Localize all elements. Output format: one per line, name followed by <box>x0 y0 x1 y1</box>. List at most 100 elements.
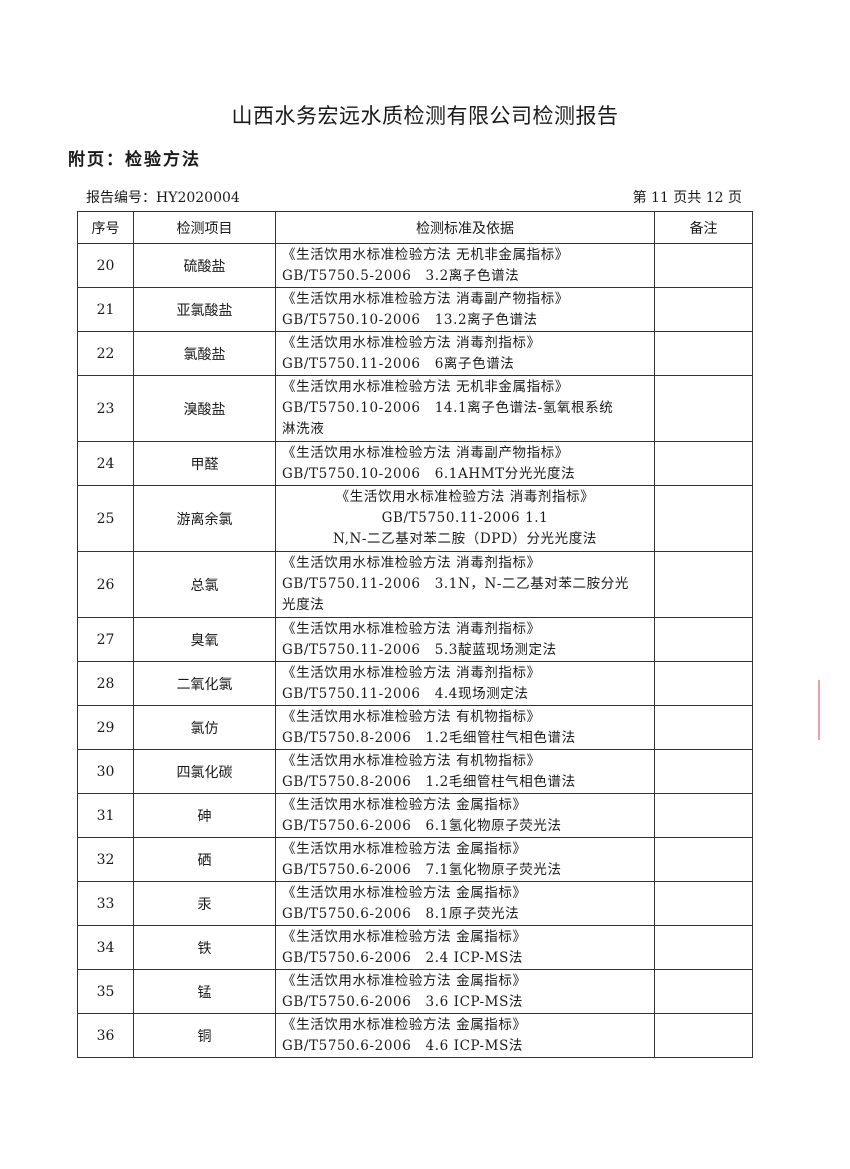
note <box>654 485 753 552</box>
method-line: GB/T5750.6-2006 4.6 ICP-MS法 <box>282 1037 524 1054</box>
table-row: 24 甲醛 《生活饮用水标准检验方法 消毒副产物指标》 GB/T5750.10-200… <box>77 441 753 486</box>
table-row: 20 硫酸盐 《生活饮用水标准检验方法 无机非金属指标》 GB/T5750.5-200… <box>77 243 753 288</box>
table-row: 28 二氧化氯 《生活饮用水标准检验方法 消毒剂指标》 GB/T5750.11-200… <box>77 661 753 706</box>
note <box>654 331 753 376</box>
row-number: 36 <box>77 1013 134 1058</box>
note <box>654 1013 753 1058</box>
test-method: 《生活饮用水标准检验方法 消毒剂指标》 GB/T5750.11-2006 5.3靛… <box>275 617 655 662</box>
table-row: 27 臭氧 《生活饮用水标准检验方法 消毒剂指标》 GB/T5750.11-2006 … <box>77 617 753 662</box>
note <box>654 441 753 486</box>
row-number: 34 <box>77 925 134 970</box>
method-line: GB/T5750.6-2006 8.1原子荧光法 <box>282 905 520 922</box>
method-line: GB/T5750.11-2006 4.4现场测定法 <box>282 685 529 702</box>
method-line: 《生活饮用水标准检验方法 无机非金属指标》 <box>282 379 569 395</box>
page-number: 第 11 页共 12 页 <box>632 190 742 206</box>
table-header-row: 序号 检测项目 检测标准及依据 备注 <box>77 211 753 244</box>
row-number: 29 <box>77 705 134 750</box>
table-row: 34 铁《生活饮用水标准检验方法 金属指标》 GB/T5750.6-2006 2.4… <box>77 925 753 970</box>
method-line: GB/T5750.10-2006 14.1离子色谱法-氢氧根系统 <box>282 400 614 416</box>
row-number: 27 <box>77 617 134 662</box>
test-item: 游离余氯 <box>133 485 276 552</box>
test-item: 氯仿 <box>133 705 276 750</box>
method-line: 《生活饮用水标准检验方法 无机非金属指标》 <box>282 246 569 263</box>
method-line: 《生活饮用水标准检验方法 金属指标》 <box>282 972 527 989</box>
test-item: 硫酸盐 <box>133 243 276 288</box>
method-line: 《生活饮用水标准检验方法 消毒剂指标》 <box>282 620 541 637</box>
test-item: 臭氧 <box>133 617 276 662</box>
row-number: 28 <box>77 661 134 706</box>
row-number: 25 <box>77 485 134 552</box>
method-line: 《生活饮用水标准检验方法 消毒副产物指标》 <box>282 290 569 307</box>
table-row: 23 溴酸盐 《生活饮用水标准检验方法 无机非金属指标》 GB/T5750.10-20… <box>77 375 753 442</box>
section-subtitle: 附页：检验方法 <box>68 150 201 170</box>
seal-stamp-edge <box>818 680 842 740</box>
test-item: 甲醛 <box>133 441 276 486</box>
method-line: 《生活饮用水标准检验方法 消毒剂指标》 <box>282 334 541 351</box>
method-line: GB/T5750.10-2006 6.1AHMT分光光度法 <box>282 465 576 482</box>
column-header-method: 检测标准及依据 <box>275 211 655 244</box>
note <box>654 793 753 838</box>
method-line: GB/T5750.11-2006 5.3靛蓝现场测定法 <box>282 641 557 658</box>
test-method: 《生活饮用水标准检验方法 金属指标》 GB/T5750.6-2006 8.1原子荧… <box>275 881 655 926</box>
report-title: 山西水务宏远水质检测有限公司检测报告 <box>231 104 619 128</box>
row-number: 26 <box>77 551 134 618</box>
row-number: 20 <box>77 243 134 288</box>
row-number: 24 <box>77 441 134 486</box>
table-row: 35 锰《生活饮用水标准检验方法 金属指标》 GB/T5750.6-2006 3.6… <box>77 969 753 1014</box>
test-item: 氯酸盐 <box>133 331 276 376</box>
method-line: GB/T5750.8-2006 1.2毛细管柱气相色谱法 <box>282 773 576 790</box>
table-row: 36 铜《生活饮用水标准检验方法 金属指标》 GB/T5750.6-2006 4.6… <box>77 1013 753 1058</box>
test-method: 《生活饮用水标准检验方法 有机物指标》 GB/T5750.8-2006 1.2毛细… <box>275 705 655 750</box>
method-line: GB/T5750.6-2006 6.1氢化物原子荧光法 <box>282 817 562 834</box>
note <box>654 749 753 794</box>
note <box>654 925 753 970</box>
method-line: GB/T5750.10-2006 13.2离子色谱法 <box>282 311 538 328</box>
report-number: 报告编号：HY2020004 <box>86 190 240 206</box>
table-row: 33 汞《生活饮用水标准检验方法 金属指标》 GB/T5750.6-2006 8.1… <box>77 881 753 926</box>
note <box>654 969 753 1014</box>
method-line: 《生活饮用水标准检验方法 消毒剂指标》 <box>335 489 595 505</box>
method-line: GB/T5750.5-2006 3.2离子色谱法 <box>282 267 520 284</box>
method-line: 《生活饮用水标准检验方法 金属指标》 <box>282 884 527 901</box>
method-line: N,N-二乙基对苯二胺（DPD）分光光度法 <box>333 531 597 547</box>
table-row: 25 游离余氯 《生活饮用水标准检验方法 消毒剂指标》 GB/T5750.11-200… <box>77 485 753 552</box>
note <box>654 705 753 750</box>
method-line: GB/T5750.11-2006 3.1N，N-二乙基对苯二胺分光 <box>282 576 629 592</box>
note <box>654 837 753 882</box>
test-method: 《生活饮用水标准检验方法 消毒副产物指标》 GB/T5750.10-2006 13… <box>275 287 655 332</box>
test-method: 《生活饮用水标准检验方法 消毒剂指标》 GB/T5750.11-2006 3.1N… <box>275 551 655 618</box>
row-number: 22 <box>77 331 134 376</box>
method-line: GB/T5750.8-2006 1.2毛细管柱气相色谱法 <box>282 729 576 746</box>
test-method: 《生活饮用水标准检验方法 消毒副产物指标》 GB/T5750.10-2006 6.… <box>275 441 655 486</box>
method-line: 《生活饮用水标准检验方法 金属指标》 <box>282 796 527 813</box>
method-line: 《生活饮用水标准检验方法 有机物指标》 <box>282 708 541 725</box>
test-item: 总氯 <box>133 551 276 618</box>
note <box>654 661 753 706</box>
method-line: GB/T5750.6-2006 7.1氢化物原子荧光法 <box>282 861 562 878</box>
test-item: 砷 <box>133 793 276 838</box>
method-line: 《生活饮用水标准检验方法 金属指标》 <box>282 1016 527 1033</box>
row-number: 21 <box>77 287 134 332</box>
table-row: 26 总氯 《生活饮用水标准检验方法 消毒剂指标》 GB/T5750.11-2006 … <box>77 551 753 618</box>
method-line: GB/T5750.6-2006 2.4 ICP-MS法 <box>282 949 524 966</box>
test-method: 《生活饮用水标准检验方法 无机非金属指标》 GB/T5750.10-2006 14… <box>275 375 655 442</box>
test-method: 《生活饮用水标准检验方法 金属指标》 GB/T5750.6-2006 7.1氢化物… <box>275 837 655 882</box>
row-number: 23 <box>77 375 134 442</box>
test-method: 《生活饮用水标准检验方法 消毒剂指标》 GB/T5750.11-2006 6离子色… <box>275 331 655 376</box>
test-item: 铁 <box>133 925 276 970</box>
method-line: 《生活饮用水标准检验方法 金属指标》 <box>282 928 527 945</box>
test-item: 硒 <box>133 837 276 882</box>
column-header-no: 序号 <box>77 211 134 244</box>
method-line: 《生活饮用水标准检验方法 消毒剂指标》 <box>282 555 541 571</box>
table-row: 31 砷《生活饮用水标准检验方法 金属指标》 GB/T5750.6-2006 6.1… <box>77 793 753 838</box>
note <box>654 617 753 662</box>
test-item: 铜 <box>133 1013 276 1058</box>
table-row: 30 四氯化碳 《生活饮用水标准检验方法 有机物指标》 GB/T5750.8-2006… <box>77 749 753 794</box>
test-item: 锰 <box>133 969 276 1014</box>
method-line: GB/T5750.11-2006 1.1 <box>381 510 549 526</box>
method-line: GB/T5750.11-2006 6离子色谱法 <box>282 355 515 372</box>
method-line: 光度法 <box>282 597 325 613</box>
column-header-note: 备注 <box>654 211 753 244</box>
table-row: 29 氯仿 《生活饮用水标准检验方法 有机物指标》 GB/T5750.8-2006 1… <box>77 705 753 750</box>
note <box>654 551 753 618</box>
